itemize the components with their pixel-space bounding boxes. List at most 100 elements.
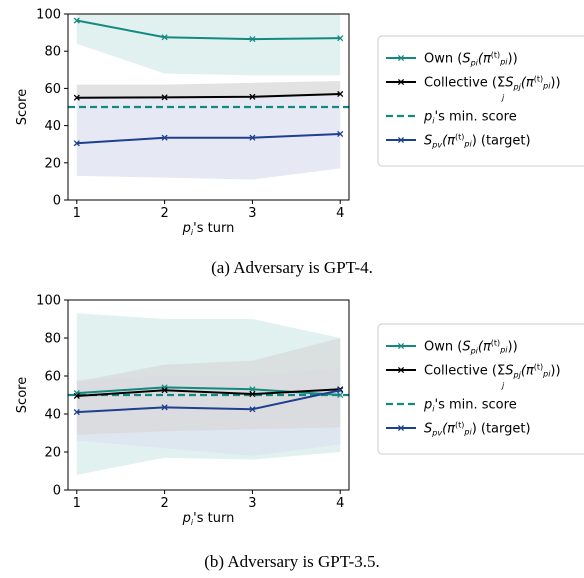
legend-marker-own <box>397 342 405 350</box>
legend-marker-target <box>397 136 405 144</box>
legend-own-sub2: pi <box>499 346 508 355</box>
legend-own-sup: (t) <box>491 339 500 348</box>
y-tick-label: 40 <box>44 408 61 423</box>
point-collective-1 <box>73 392 80 400</box>
legend-own-close: )) <box>508 52 518 67</box>
point-own-1 <box>73 17 80 24</box>
x-tick-label: 4 <box>336 206 344 221</box>
legend-marker-target <box>397 424 405 432</box>
series-line-target <box>76 132 341 145</box>
legend-coll-close: )) <box>550 76 560 91</box>
x-tick-label: 2 <box>160 496 168 511</box>
legend-box <box>377 323 584 455</box>
point-collective-2 <box>161 94 168 101</box>
y-axis-label: Score <box>15 89 30 125</box>
band-collective <box>76 80 341 98</box>
legend-target-sub2: pi <box>463 428 472 437</box>
band-collective <box>76 338 341 435</box>
legend-coll-S: S <box>505 76 513 91</box>
point-target-1 <box>73 140 80 147</box>
x-axis-label-rest: 's turn <box>193 221 234 236</box>
legend-coll-S: S <box>505 364 513 379</box>
legend-own-pi: (π <box>478 52 491 67</box>
legend-label-min-p: p <box>423 398 432 413</box>
legend: Own (Spi(π(t)pi))Collective (ΣSpj(π(t)pi… <box>377 35 584 167</box>
legend-own-S: S <box>462 52 470 67</box>
legend-coll-j: j <box>501 381 505 390</box>
legend-target-S: S <box>424 422 432 437</box>
legend-label-collective: Collective (ΣSpj(π(t)pi)) <box>424 363 561 380</box>
legend-target-S: S <box>424 134 432 149</box>
legend-target-sub: pv <box>431 429 442 438</box>
legend-own-name: Own ( <box>424 52 462 67</box>
point-target-3 <box>249 406 256 413</box>
legend-coll-sum: Σ <box>497 76 505 91</box>
point-target-1 <box>73 409 80 416</box>
legend-label-own: Own (Spi(π(t)pi)) <box>424 339 518 356</box>
point-collective-3 <box>249 390 256 398</box>
point-target-4 <box>337 387 344 394</box>
legend-coll-sup: (t) <box>534 75 543 84</box>
panel-caption-1: (a) Adversary is GPT-4. <box>211 258 373 277</box>
point-collective-2 <box>161 387 168 394</box>
legend-coll-sum: Σ <box>497 364 505 379</box>
plot-area <box>68 14 349 180</box>
x-tick-label: 2 <box>160 206 168 221</box>
legend-coll-close: )) <box>550 364 560 379</box>
legend-own-pi: (π <box>478 340 491 355</box>
legend-label-min-rest: 's min. score <box>435 110 517 125</box>
legend-own-sub: pi <box>470 347 479 356</box>
x-tick-label: 3 <box>248 496 256 511</box>
legend-label-min-i: i <box>432 117 435 126</box>
legend-label-min: pi's min. score <box>423 110 517 126</box>
legend-target-sup: (t) <box>455 133 464 142</box>
point-collective-3 <box>249 93 256 100</box>
x-tick-label: 3 <box>248 206 256 221</box>
series-line-own <box>76 19 341 41</box>
axes-frame <box>67 13 350 201</box>
legend-own-close: )) <box>508 340 518 355</box>
point-target-2 <box>161 404 168 411</box>
legend-label-min-rest: 's min. score <box>435 398 517 413</box>
legend-target-pi: (π <box>442 422 455 437</box>
y-tick-label: 80 <box>44 332 61 347</box>
legend-box <box>377 35 584 167</box>
band-own <box>76 14 341 76</box>
y-tick-label: 60 <box>44 82 61 97</box>
panel-caption-2: (b) Adversary is GPT-3.5. <box>204 552 380 571</box>
legend-coll-pi: (π <box>521 76 534 91</box>
legend-label-target: Spv(π(t)pi) (target) <box>424 133 531 150</box>
x-axis-label-i: i <box>191 518 194 527</box>
x-axis-label-i: i <box>191 228 194 237</box>
point-own-3 <box>249 386 256 393</box>
legend: Own (Spi(π(t)pi))Collective (ΣSpj(π(t)pi… <box>377 323 584 455</box>
y-tick-label: 100 <box>36 294 61 309</box>
legend-marker-collective <box>397 366 405 374</box>
x-tick-label: 1 <box>73 496 81 511</box>
point-own-4 <box>337 35 344 42</box>
plot-area <box>68 313 349 475</box>
x-axis-label: pi's turn <box>182 511 235 527</box>
x-tick-label: 4 <box>336 496 344 511</box>
legend-label-target: Spv(π(t)pi) (target) <box>424 421 531 438</box>
x-axis-label-p: p <box>182 511 191 526</box>
legend-target-sub: pv <box>431 141 442 150</box>
point-target-4 <box>337 130 344 138</box>
y-tick-label: 20 <box>44 156 61 171</box>
legend-label-min: pi's min. score <box>423 398 517 414</box>
legend-coll-name: Collective ( <box>424 76 497 91</box>
legend-coll-sub: pj <box>513 83 522 92</box>
legend-label-own: Own (Spi(π(t)pi)) <box>424 51 518 68</box>
y-axis-label: Score <box>15 377 30 413</box>
legend-own-name: Own ( <box>424 340 462 355</box>
y-tick-label: 40 <box>44 119 61 134</box>
x-tick-label: 1 <box>73 206 81 221</box>
legend-coll-sup: (t) <box>534 363 543 372</box>
legend-own-sub: pi <box>470 59 479 68</box>
legend-target-name: ) (target) <box>472 422 531 437</box>
legend-target-pi: (π <box>442 134 455 149</box>
legend-coll-sub: pj <box>513 371 522 380</box>
